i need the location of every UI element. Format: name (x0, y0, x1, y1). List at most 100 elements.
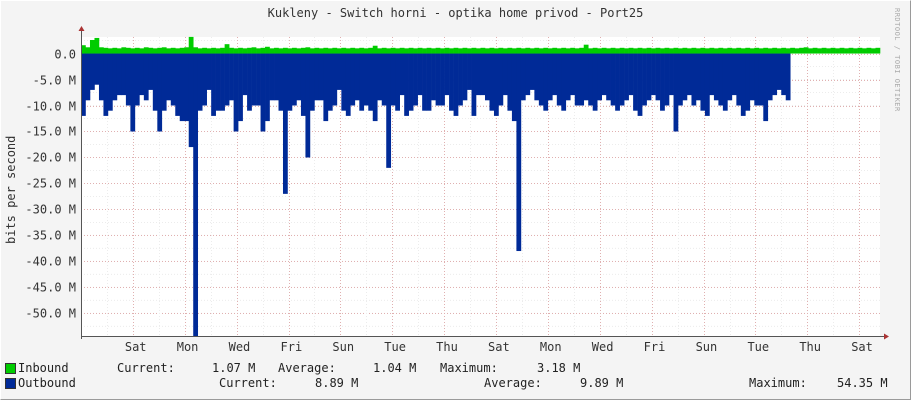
inbound-bar (817, 48, 822, 54)
inbound-bar (543, 47, 549, 54)
inbound-bar (274, 47, 279, 54)
outbound-bar (336, 53, 342, 90)
outbound-bar (116, 53, 122, 96)
inbound-bar (655, 47, 661, 54)
inbound-bar (529, 48, 535, 54)
inbound-bar (449, 48, 454, 54)
inbound-bar (489, 47, 495, 54)
inbound-bar (642, 48, 647, 54)
inbound-bar (516, 47, 522, 54)
inbound-bar (583, 44, 589, 54)
inbound-bar (314, 47, 320, 54)
inbound-bar (565, 48, 571, 54)
outbound-bar (175, 53, 181, 116)
inbound-bar (336, 48, 342, 54)
outbound-bar (130, 53, 136, 132)
inbound-bar (309, 48, 315, 54)
inbound-bar (116, 48, 122, 54)
inbound-bar (291, 47, 297, 54)
inbound-bar (853, 48, 858, 54)
inbound-bar (372, 45, 378, 54)
outbound-maximum-value: 54.35 M (837, 376, 888, 390)
y-tick-label: 0.0 (54, 48, 76, 62)
y-tick-label: -40.0 M (25, 255, 76, 269)
outbound-bar (359, 53, 365, 111)
outbound-bar (399, 53, 405, 96)
outbound-maximum-label: Maximum: (749, 376, 807, 390)
inbound-current-value: 1.07 M (212, 361, 256, 375)
outbound-bar (98, 53, 104, 101)
inbound-bar (538, 48, 544, 54)
outbound-bar (489, 53, 495, 111)
inbound-average-value: 1.04 M (373, 361, 417, 375)
inbound-bar (125, 47, 131, 54)
inbound-bar (673, 47, 679, 54)
inbound-bar (94, 37, 100, 54)
outbound-bar (588, 53, 594, 106)
inbound-bar (332, 47, 338, 54)
inbound-bar (628, 47, 634, 54)
outbound-bar (184, 53, 190, 122)
outbound-bar (296, 53, 302, 101)
inbound-bar (202, 47, 207, 54)
y-tick-label: -30.0 M (25, 203, 76, 217)
outbound-bar (368, 53, 374, 111)
outbound-bar (282, 53, 288, 194)
outbound-bar (395, 53, 400, 111)
outbound-bar (363, 53, 369, 106)
inbound-bar (691, 47, 697, 54)
outbound-bar (507, 53, 513, 111)
outbound-current-value: 8.89 M (315, 376, 359, 390)
inbound-bar (300, 47, 306, 54)
inbound-bar (579, 47, 585, 54)
x-tick-label: Sun (332, 340, 354, 354)
inbound-bar (143, 47, 149, 54)
inbound-bar (130, 48, 136, 54)
inbound-bar (260, 47, 266, 54)
outbound-bar (458, 53, 463, 106)
outbound-bar (85, 53, 91, 101)
inbound-bar (740, 48, 746, 54)
inbound-bar (89, 40, 95, 54)
outbound-bar (610, 53, 616, 106)
y-tick-label: -25.0 M (25, 177, 76, 191)
outbound-bar (309, 53, 315, 111)
outbound-bar (642, 53, 647, 106)
outbound-bar (431, 53, 436, 101)
outbound-bar (157, 53, 163, 132)
inbound-bar (745, 47, 751, 54)
outbound-bar (686, 53, 692, 96)
outbound-bar (592, 53, 598, 111)
outbound-bar (251, 53, 257, 106)
outbound-bar (673, 53, 679, 132)
inbound-bar (651, 48, 656, 54)
x-axis-arrow (884, 333, 889, 340)
inbound-bar (278, 48, 284, 54)
inbound-bar (749, 48, 755, 54)
inbound-bar (211, 47, 216, 54)
inbound-bar (197, 48, 203, 54)
inbound-bar (188, 36, 194, 54)
outbound-bar (139, 53, 145, 96)
inbound-bar (619, 47, 625, 54)
outbound-bar (619, 53, 625, 106)
outbound-bar (476, 53, 481, 96)
outbound-bar (749, 53, 755, 101)
y-axis-arrow (78, 26, 85, 31)
inbound-bar (830, 47, 836, 54)
inbound-bar (350, 47, 356, 54)
inbound-bar (686, 48, 692, 54)
inbound-bar (866, 47, 872, 54)
outbound-bar (121, 53, 127, 96)
inbound-bar (166, 48, 172, 54)
inbound-maximum-value: 3.18 M (537, 361, 581, 375)
outbound-current-label: Current: (219, 376, 277, 390)
outbound-bar (583, 53, 589, 101)
inbound-bar (229, 47, 234, 54)
inbound-bar (615, 48, 620, 54)
outbound-bar (193, 53, 199, 336)
inbound-bar (265, 46, 270, 54)
inbound-bar (179, 47, 185, 54)
outbound-bar (197, 53, 203, 111)
inbound-bar (525, 47, 531, 54)
